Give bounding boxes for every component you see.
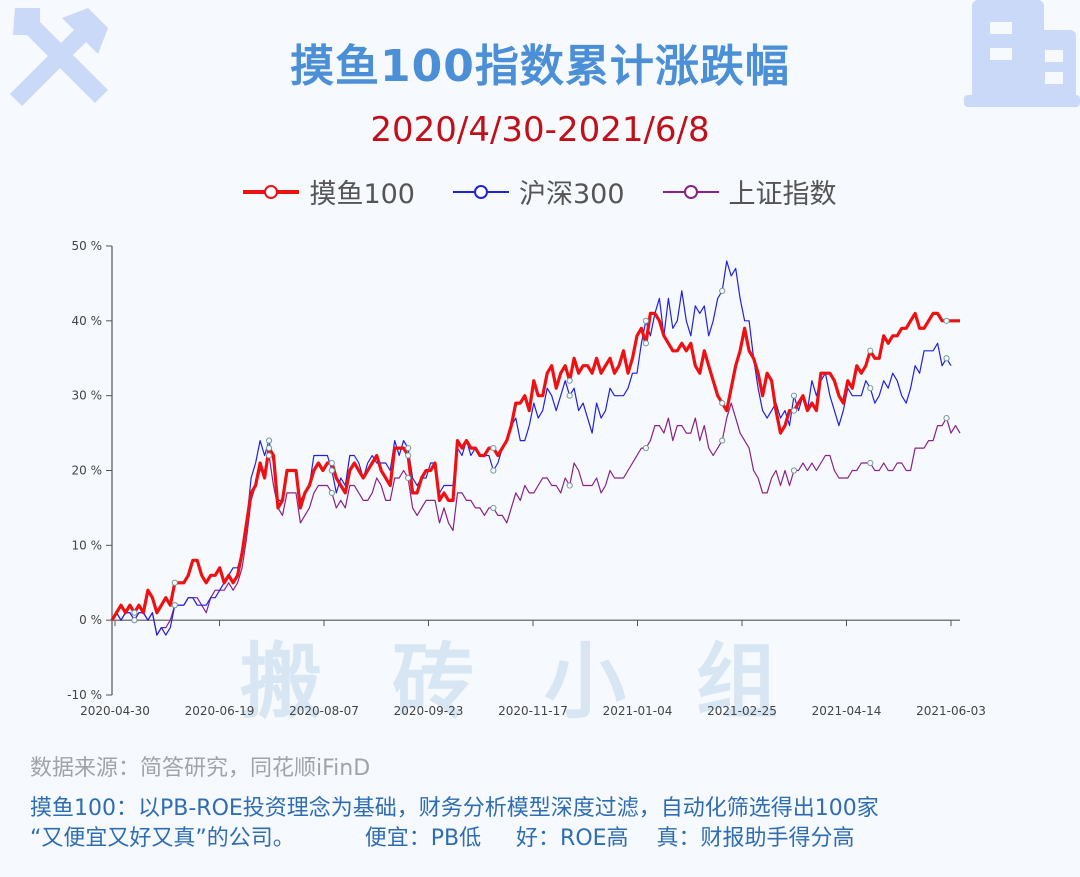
y-tick-label: 20 % — [72, 464, 103, 478]
point-marker-hs300 — [642, 317, 650, 324]
point-marker-hs300 — [171, 602, 178, 609]
point-marker-sz — [405, 474, 412, 482]
x-tick-label: 2020-04-30 — [80, 704, 150, 718]
series-line-moyu — [110, 311, 960, 622]
point-marker-sz — [490, 504, 497, 512]
legend-swatch-hs300 — [453, 182, 509, 202]
legend-label-hs300: 沪深300 — [519, 179, 625, 210]
y-tick-label: 50 % — [72, 239, 103, 253]
legend-item-sz[interactable]: 上证指数 — [662, 172, 837, 211]
legend-label-moyu: 摸鱼100 — [309, 179, 415, 210]
point-marker-moyu — [490, 444, 497, 452]
point-marker-hs300 — [867, 385, 874, 392]
chart-subtitle: 2020/4/30-2021/6/8 — [370, 110, 710, 150]
point-marker-sz — [790, 467, 798, 474]
point-marker-moyu — [265, 444, 273, 452]
series-line-sz — [111, 402, 961, 636]
legend-item-moyu[interactable]: 摸鱼100 — [243, 172, 415, 211]
y-tick-label: -10 % — [67, 688, 102, 702]
watermark: 搬砖小组 — [240, 635, 849, 730]
point-marker-hs300 — [719, 287, 726, 295]
point-marker-moyu — [790, 407, 798, 414]
point-marker-hs300 — [328, 467, 335, 474]
point-marker-sz — [328, 489, 335, 497]
point-marker-hs300 — [790, 392, 798, 399]
point-marker-moyu — [719, 400, 726, 407]
point-marker-moyu — [328, 459, 335, 467]
point-marker-moyu — [867, 347, 874, 354]
point-marker-hs300 — [943, 355, 950, 362]
legend-swatch-sz — [662, 182, 719, 202]
point-marker-hs300 — [490, 467, 497, 474]
x-tick-label: 2021-06-03 — [916, 704, 986, 718]
x-tick-label: 2021-01-04 — [603, 704, 673, 718]
x-tick-label: 2020-11-17 — [498, 704, 568, 718]
legend-label-sz: 上证指数 — [728, 179, 837, 210]
point-marker-hs300 — [265, 437, 273, 444]
point-marker-moyu — [566, 377, 573, 384]
x-tick-label: 2021-02-25 — [707, 704, 777, 718]
point-marker-sz — [943, 415, 950, 422]
point-marker-sz — [867, 459, 874, 467]
x-tick-label: 2020-09-23 — [394, 704, 464, 718]
point-marker-sz — [642, 444, 650, 452]
x-tick-label: 2020-08-07 — [289, 704, 359, 718]
point-marker-sz — [265, 452, 273, 459]
point-marker-moyu — [405, 452, 412, 459]
legend-swatch-moyu — [243, 182, 300, 202]
x-tick-label: 2020-06-19 — [185, 704, 255, 718]
wrench-screwdriver-icon — [10, 8, 108, 106]
legend-item-hs300[interactable]: 沪深300 — [453, 172, 625, 211]
point-marker-moyu — [131, 609, 138, 616]
y-tick-label: 10 % — [72, 538, 103, 552]
y-tick-label: 0 % — [79, 613, 102, 627]
y-tick-label: 40 % — [72, 314, 103, 328]
point-marker-moyu — [642, 340, 650, 347]
chart-legend: 摸鱼100 沪深300 上证指数 — [0, 172, 1080, 211]
point-marker-hs300 — [566, 392, 573, 399]
point-marker-hs300 — [405, 444, 412, 452]
point-marker-sz — [719, 437, 726, 444]
y-tick-label: 30 % — [72, 389, 103, 403]
point-marker-hs300 — [131, 617, 138, 624]
point-marker-sz — [566, 482, 573, 489]
point-marker-moyu — [943, 317, 950, 324]
data-source: 数据来源：简答研究，同花顺iFinD — [30, 756, 371, 781]
chart-title: 摸鱼100指数累计涨跌幅 — [290, 41, 790, 92]
index-description-line1: 摸鱼100：以PB-ROE投资理念为基础，财务分析模型深度过滤，自动化筛选得出1… — [30, 796, 879, 821]
series-line-hs300 — [111, 260, 952, 636]
x-tick-label: 2021-04-14 — [812, 704, 882, 718]
line-chart: -10 % 0 % 10 % 20 % 30 % 40 % 50 % 2020-04-30 20… — [67, 239, 986, 718]
index-description-line2: “又便宜又好又真”的公司。 便宜：PB低 好：ROE高 真：财报助手得分高 — [30, 826, 855, 851]
point-marker-moyu — [171, 579, 178, 586]
building-icon — [964, 0, 1080, 107]
